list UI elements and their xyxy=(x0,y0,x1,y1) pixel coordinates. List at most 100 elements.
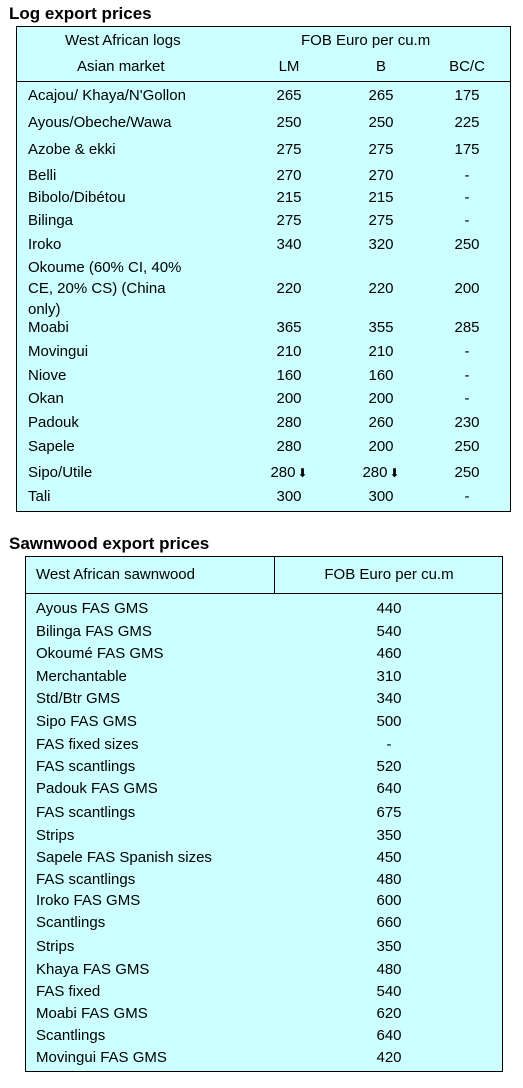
saw-row-product: FAS scantlings xyxy=(36,758,136,775)
price-value: 250 xyxy=(454,464,480,481)
price-value: - xyxy=(464,167,470,184)
down-arrow-icon: ⬇ xyxy=(389,466,400,480)
log-row-bc-price: 230 xyxy=(437,414,497,432)
log-row-lm-price: 275 xyxy=(261,212,317,230)
log-row-lm-price: 280 xyxy=(261,438,317,456)
saw-header-col2: FOB Euro per cu.m xyxy=(324,566,454,583)
log-row-species: Tali xyxy=(28,488,51,505)
price-value: 175 xyxy=(454,87,480,104)
log-row-b-price: 220 xyxy=(359,280,403,298)
price-value: 250 xyxy=(454,236,480,253)
price-value: 220 xyxy=(368,280,394,297)
saw-row-product: Moabi FAS GMS xyxy=(36,1005,148,1022)
saw-row-price: 440 xyxy=(376,600,402,617)
price-value: 250 xyxy=(276,114,302,131)
price-value: - xyxy=(464,390,470,407)
log-row-lm-price: 250 xyxy=(261,114,317,132)
saw-row-price: 540 xyxy=(376,623,402,640)
price-value: 340 xyxy=(276,236,302,253)
log-row-bc-price: - xyxy=(437,167,497,185)
log-row-lm-price: 280 xyxy=(261,414,317,432)
saw-row-product: Scantlings xyxy=(36,914,106,931)
price-value: 250 xyxy=(368,114,394,131)
price-value: 280 xyxy=(276,438,302,455)
log-row-b-price: 210 xyxy=(359,343,403,361)
log-row-lm-price: 270 xyxy=(261,167,317,185)
price-value: 210 xyxy=(276,343,302,360)
price-value: 230 xyxy=(454,414,480,431)
log-row-lm-price: 160 xyxy=(261,367,317,385)
saw-row-price: 450 xyxy=(376,849,402,866)
log-row-bc-price: 250 xyxy=(437,464,497,482)
price-value: 300 xyxy=(276,488,302,505)
saw-row-product: FAS fixed sizes xyxy=(36,736,139,753)
log-row-lm-price: 300 xyxy=(261,488,317,506)
price-value: 200 xyxy=(454,280,480,297)
price-value: 225 xyxy=(454,114,480,131)
log-row-species: Niove xyxy=(28,367,67,384)
saw-row-product: Ayous FAS GMS xyxy=(36,600,149,617)
log-row-b-price: 275 xyxy=(359,141,403,159)
log-row-b-price: 300 xyxy=(359,488,403,506)
price-value: 280 xyxy=(362,464,388,481)
saw-row-price: 310 xyxy=(376,668,402,685)
sawnwood-price-table: West African sawnwood FOB Euro per cu.m … xyxy=(25,556,503,1072)
log-row-bc-price: 175 xyxy=(437,87,497,105)
saw-row-product: Strips xyxy=(36,827,75,844)
price-value: 215 xyxy=(276,189,302,206)
log-row-b-price: 355 xyxy=(359,319,403,337)
log-row-species: Moabi xyxy=(28,319,69,336)
price-value: 300 xyxy=(368,488,394,505)
saw-row-price: 620 xyxy=(376,1005,402,1022)
saw-row-product: Padouk FAS GMS xyxy=(36,780,158,797)
price-value: 260 xyxy=(368,414,394,431)
price-value: 280 xyxy=(276,414,302,431)
log-header-grade-bc: BC/C xyxy=(449,58,485,75)
price-value: 270 xyxy=(276,167,302,184)
log-row-lm-price: 365 xyxy=(261,319,317,337)
saw-row-product: Bilinga FAS GMS xyxy=(36,623,152,640)
log-row-b-price: 200 xyxy=(359,390,403,408)
log-row-species: Belli xyxy=(28,167,57,184)
price-value: 265 xyxy=(368,87,394,104)
price-value: - xyxy=(464,488,470,505)
saw-header-col1: West African sawnwood xyxy=(36,566,195,583)
log-row-bc-price: 200 xyxy=(437,280,497,298)
saw-row-price: 660 xyxy=(376,914,402,931)
price-value: 250 xyxy=(454,438,480,455)
saw-row-price: 600 xyxy=(376,892,402,909)
log-row-bc-price: 285 xyxy=(437,319,497,337)
saw-row-product: FAS scantlings xyxy=(36,871,136,888)
log-header-col1-line2: Asian market xyxy=(77,58,165,75)
log-row-species: Acajou/ Khaya/N'Gollon xyxy=(28,87,186,104)
price-value: - xyxy=(464,343,470,360)
log-row-species: Bilinga xyxy=(28,212,74,229)
price-value: 220 xyxy=(276,280,302,297)
log-row-species: Okoume (60% CI, 40% xyxy=(28,259,182,276)
log-row-bc-price: - xyxy=(437,343,497,361)
log-row-species: Iroko xyxy=(28,236,62,253)
price-value: - xyxy=(464,367,470,384)
log-row-b-price: 270 xyxy=(359,167,403,185)
log-row-b-price: 320 xyxy=(359,236,403,254)
log-row-species: Movingui xyxy=(28,343,89,360)
price-value: 270 xyxy=(368,167,394,184)
price-value: 210 xyxy=(368,343,394,360)
price-value: 175 xyxy=(454,141,480,158)
saw-row-product: Okoumé FAS GMS xyxy=(36,645,164,662)
price-value: 365 xyxy=(276,319,302,336)
saw-row-price: 640 xyxy=(376,1027,402,1044)
log-row-bc-price: 175 xyxy=(437,141,497,159)
saw-row-product: Scantlings xyxy=(36,1027,106,1044)
saw-row-price: 540 xyxy=(376,983,402,1000)
saw-row-product: FAS scantlings xyxy=(36,804,136,821)
saw-row-product: Khaya FAS GMS xyxy=(36,961,150,978)
log-row-bc-price: 250 xyxy=(437,438,497,456)
price-value: 160 xyxy=(368,367,394,384)
log-row-lm-price: 215 xyxy=(261,189,317,207)
log-row-bc-price: - xyxy=(437,367,497,385)
price-value: 285 xyxy=(454,319,480,336)
log-header-grade-lm: LM xyxy=(278,58,300,75)
saw-row-product: Sapele FAS Spanish sizes xyxy=(36,849,212,866)
saw-row-price: 500 xyxy=(376,713,402,730)
